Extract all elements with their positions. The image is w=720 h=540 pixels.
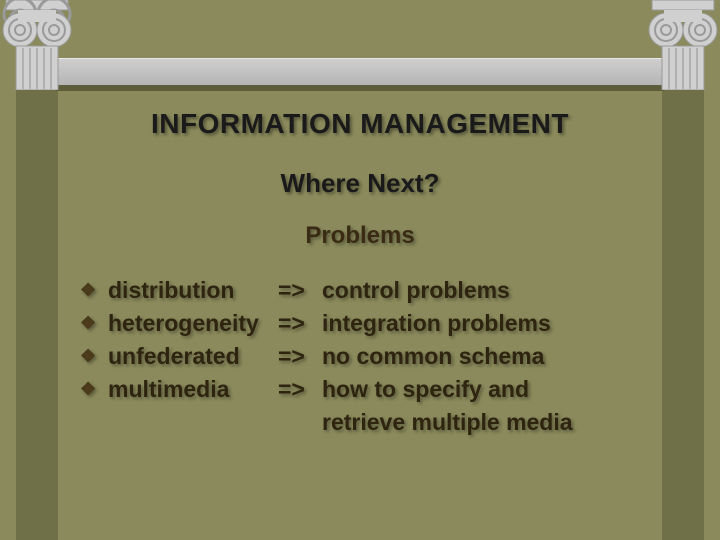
slide-subtitle: Where Next? <box>0 168 720 199</box>
problem-term: distribution <box>108 275 278 306</box>
column-shadow-right <box>662 80 704 540</box>
bullet-icon: ❖ <box>80 341 108 372</box>
arrow-icon: => <box>278 308 322 339</box>
list-item: ❖ distribution => control problems <box>80 275 650 306</box>
column-shadow-left <box>16 80 58 540</box>
problem-term: multimedia <box>108 374 278 405</box>
problem-desc: no common schema <box>322 341 650 372</box>
spacer <box>80 407 322 438</box>
problem-list: ❖ distribution => control problems ❖ het… <box>80 275 650 438</box>
problem-term: heterogeneity <box>108 308 278 339</box>
bullet-icon: ❖ <box>80 275 108 306</box>
problem-desc: integration problems <box>322 308 650 339</box>
slide-title: INFORMATION MANAGEMENT <box>0 108 720 140</box>
section-heading: Problems <box>0 222 720 250</box>
problem-desc-continued: retrieve multiple media <box>322 407 650 438</box>
list-item: ❖ unfederated => no common schema <box>80 341 650 372</box>
ionic-capital-right-icon <box>642 0 720 90</box>
bullet-icon: ❖ <box>80 308 108 339</box>
problem-desc: control problems <box>322 275 650 306</box>
problem-desc: how to specify and <box>322 374 650 405</box>
list-item: ❖ multimedia => how to specify and <box>80 374 650 405</box>
arrow-icon: => <box>278 275 322 306</box>
list-item-continuation: retrieve multiple media <box>80 407 650 438</box>
arrow-icon: => <box>278 341 322 372</box>
bullet-icon: ❖ <box>80 374 108 405</box>
list-item: ❖ heterogeneity => integration problems <box>80 308 650 339</box>
problem-term: unfederated <box>108 341 278 372</box>
slide: INFORMATION MANAGEMENT Where Next? Probl… <box>0 0 720 540</box>
arrow-icon: => <box>278 374 322 405</box>
lintel <box>56 58 664 86</box>
ionic-capital-left-icon <box>0 0 78 90</box>
